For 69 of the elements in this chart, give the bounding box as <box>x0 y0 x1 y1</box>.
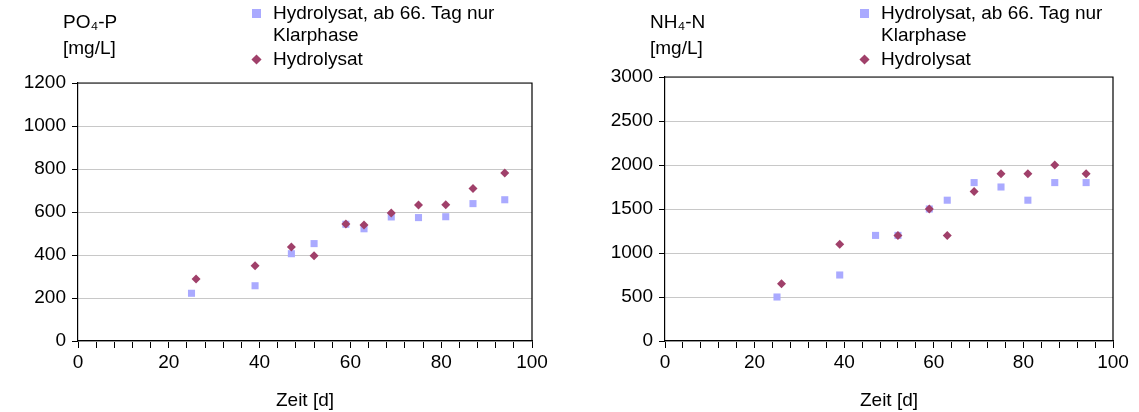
point <box>996 169 1006 179</box>
point <box>469 200 477 208</box>
y-tick-label: 0 <box>642 329 653 351</box>
y-tick-label: 2000 <box>610 153 653 175</box>
y-tick-label: 600 <box>34 200 66 222</box>
point <box>187 289 196 297</box>
point <box>310 240 318 248</box>
point <box>414 200 423 210</box>
point <box>441 200 451 210</box>
legend-label: Hydrolysat <box>881 48 971 70</box>
y-axis-title: NH₄-N [mg/L] <box>650 11 706 58</box>
point <box>442 213 450 221</box>
point <box>501 196 509 204</box>
y-tick-label: 2500 <box>610 109 653 131</box>
x-axis-title: Zeit [d] <box>859 388 919 410</box>
point <box>943 196 951 204</box>
point <box>1081 169 1091 179</box>
x-tick-label: 80 <box>430 350 452 372</box>
point <box>872 231 880 239</box>
y-axis-title: PO₄-P [mg/L] <box>63 11 118 58</box>
point <box>386 208 396 218</box>
x-axis-title: Zeit [d] <box>275 388 335 410</box>
legend-label: Hydrolysat, ab 66. Tag nur Klarphase <box>881 2 1104 46</box>
point <box>942 230 952 240</box>
x-tick-label: 100 <box>516 350 548 372</box>
point <box>251 282 259 290</box>
point <box>359 220 369 230</box>
x-tick-label: 60 <box>339 350 361 372</box>
point <box>250 261 260 271</box>
point <box>1082 179 1090 187</box>
x-tick-label: 40 <box>833 350 855 372</box>
x-tick-label: 20 <box>158 350 180 372</box>
y-tick-label: 0 <box>55 329 66 351</box>
point <box>286 242 296 252</box>
point <box>414 214 423 222</box>
point <box>1050 160 1060 170</box>
y-tick-label: 800 <box>34 157 66 179</box>
point <box>835 239 845 249</box>
point <box>287 250 295 258</box>
point <box>776 279 786 289</box>
y-tick-label: 1200 <box>23 71 66 93</box>
point <box>773 293 781 301</box>
y-tick-label: 400 <box>34 243 66 265</box>
point <box>191 274 201 284</box>
y-tick-label: 500 <box>621 285 653 307</box>
x-tick-label: 0 <box>659 350 671 372</box>
point <box>997 183 1005 191</box>
point <box>1023 169 1033 179</box>
y-tick-label: 200 <box>34 286 66 308</box>
point <box>836 271 844 279</box>
x-tick-label: 100 <box>1097 350 1129 372</box>
point <box>969 186 979 196</box>
x-tick-label: 60 <box>923 350 945 372</box>
legend-label: Hydrolysat <box>273 48 363 70</box>
point <box>970 179 978 187</box>
point <box>1024 196 1032 204</box>
legend-label: Hydrolysat, ab 66. Tag nur Klarphase <box>273 2 496 46</box>
x-tick-label: 20 <box>744 350 766 372</box>
y-tick-label: 1500 <box>610 197 653 219</box>
y-tick-label: 1000 <box>23 114 66 136</box>
y-tick-label: 3000 <box>610 65 653 87</box>
x-tick-label: 0 <box>72 350 84 372</box>
point <box>1051 179 1059 187</box>
y-tick-label: 1000 <box>610 241 653 263</box>
point <box>468 184 478 194</box>
point <box>500 168 510 178</box>
point <box>309 251 319 261</box>
x-tick-label: 40 <box>249 350 271 372</box>
x-tick-label: 80 <box>1012 350 1034 372</box>
